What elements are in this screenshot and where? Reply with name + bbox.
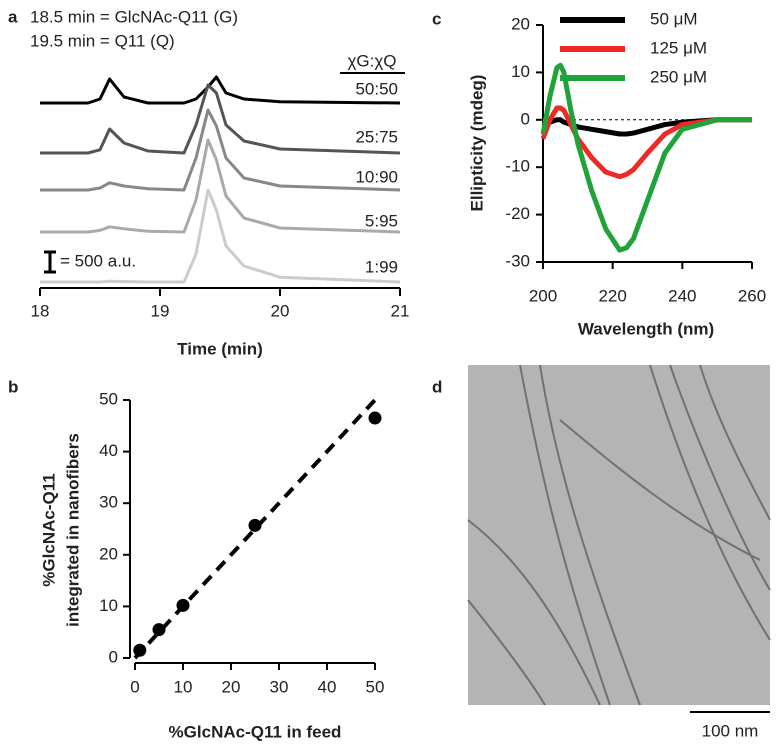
- x-tick-label: 200: [529, 286, 557, 305]
- trace: [40, 83, 401, 155]
- point: [368, 411, 382, 425]
- x-axis-label: %GlcNAc-Q11 in feed: [169, 722, 342, 741]
- x-tick-label: 21: [391, 301, 410, 320]
- x-tick-label: 240: [668, 286, 696, 305]
- annotation: 19.5 min = Q11 (Q): [30, 31, 175, 50]
- legend-title: χG:χQ: [347, 51, 396, 70]
- x-tick-label: 40: [318, 677, 337, 696]
- panel-label: c: [432, 9, 441, 28]
- x-tick-label: 20: [222, 677, 241, 696]
- trace-label: 25:75: [355, 127, 398, 146]
- trace-label: 5:95: [365, 211, 398, 230]
- y-axis-label: Ellipticity (mdeg): [467, 75, 486, 212]
- y-axis-label: integrated in nanofibers: [63, 433, 82, 627]
- point: [248, 518, 262, 532]
- point: [133, 643, 147, 657]
- y-tick-label: 0: [109, 647, 118, 666]
- y-tick-label: 40: [99, 441, 118, 460]
- legend-label: 125 μM: [650, 38, 707, 57]
- x-tick-label: 50: [366, 677, 385, 696]
- x-tick-label: 220: [598, 286, 626, 305]
- scale-bar: [44, 250, 56, 274]
- y-tick-label: 10: [511, 62, 530, 81]
- y-tick-label: 30: [99, 493, 118, 512]
- y-tick-label: 20: [99, 544, 118, 563]
- panel-label: b: [8, 377, 18, 396]
- panel-label: d: [432, 377, 442, 396]
- point: [152, 623, 166, 637]
- annotation: 18.5 min = GlcNAc-Q11 (G): [30, 7, 238, 26]
- x-tick-label: 20: [271, 301, 290, 320]
- trace: [40, 108, 401, 192]
- x-tick-label: 19: [151, 301, 170, 320]
- y-tick-label: -20: [505, 204, 530, 223]
- y-tick-label: 20: [511, 14, 530, 33]
- x-axis-label: Time (min): [177, 339, 263, 358]
- y-tick-label: -10: [505, 157, 530, 176]
- tem-image: [467, 364, 771, 706]
- x-tick-label: 30: [270, 677, 289, 696]
- trace-label: 1:99: [365, 257, 398, 276]
- legend-label: 250 μM: [650, 67, 707, 86]
- trace: [40, 75, 401, 105]
- x-tick-label: 10: [174, 677, 193, 696]
- trace-label: 50:50: [355, 79, 398, 98]
- legend-label: 50 μM: [650, 9, 698, 28]
- point: [176, 598, 190, 612]
- y-tick-label: 50: [99, 389, 118, 408]
- panel-label: a: [8, 7, 18, 26]
- x-tick-label: 260: [738, 286, 766, 305]
- line-series: [540, 105, 752, 180]
- scale-bar-label: 100 nm: [702, 721, 759, 740]
- x-tick-label: 0: [130, 677, 139, 696]
- x-tick-label: 18: [31, 301, 50, 320]
- x-axis-label: Wavelength (nm): [578, 319, 714, 338]
- y-tick-label: 10: [99, 596, 118, 615]
- trace-label: 10:90: [355, 167, 398, 186]
- y-axis-label: %GlcNAc-Q11: [39, 473, 58, 586]
- trace: [40, 138, 401, 234]
- y-tick-label: -30: [505, 251, 530, 270]
- trace: [40, 188, 401, 284]
- line-series: [540, 62, 752, 253]
- scale-bar-label: = 500 a.u.: [60, 251, 136, 270]
- y-tick-label: 0: [521, 109, 530, 128]
- line-series: [541, 117, 752, 137]
